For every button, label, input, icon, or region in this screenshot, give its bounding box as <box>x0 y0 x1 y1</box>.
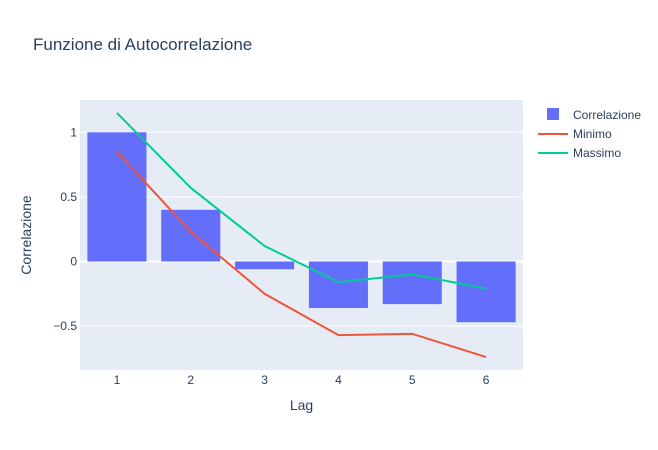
bar-lag-1[interactable] <box>87 132 147 262</box>
line-minimo[interactable] <box>116 150 487 359</box>
bar-lag-4[interactable] <box>308 261 368 308</box>
bar-lag-3[interactable] <box>235 261 295 270</box>
bar-lag-5[interactable] <box>382 261 442 305</box>
bar-lag-6[interactable] <box>456 261 516 323</box>
legend-item-massimo[interactable]: Massimo <box>538 146 621 160</box>
x-axis-title: Lag <box>290 397 313 413</box>
legend-label: Correlazione <box>573 108 641 122</box>
y-tick-label: 0.5 <box>60 190 77 204</box>
x-tick-label: 4 <box>335 373 342 387</box>
x-tick-label: 5 <box>409 373 416 387</box>
y-tick-label: 0 <box>70 254 77 268</box>
legend-swatch <box>547 108 559 120</box>
x-tick-label: 2 <box>187 373 194 387</box>
line-series <box>116 112 487 359</box>
x-tick-label: 1 <box>114 373 121 387</box>
legend-label: Minimo <box>573 127 612 141</box>
line-massimo[interactable] <box>116 112 487 290</box>
x-tick-label: 6 <box>483 373 490 387</box>
y-axis-title: Correlazione <box>18 195 34 275</box>
grid-lines <box>80 131 523 327</box>
chart-title: Funzione di Autocorrelazione <box>33 35 252 54</box>
bar-series-correlazione <box>87 132 516 323</box>
y-tick-label: −0.5 <box>53 319 77 333</box>
y-tick-label: 1 <box>70 125 77 139</box>
legend[interactable]: Correlazione Minimo Massimo <box>538 108 641 160</box>
plot-area <box>80 100 523 370</box>
x-axis-ticks: 1 2 3 4 5 6 <box>114 373 490 387</box>
legend-label: Massimo <box>573 146 621 160</box>
legend-item-minimo[interactable]: Minimo <box>538 127 612 141</box>
x-tick-label: 3 <box>261 373 268 387</box>
legend-item-correlazione[interactable]: Correlazione <box>547 108 641 122</box>
y-axis-ticks: 1 0.5 0 −0.5 <box>53 125 77 333</box>
bar-lag-2[interactable] <box>161 209 221 262</box>
